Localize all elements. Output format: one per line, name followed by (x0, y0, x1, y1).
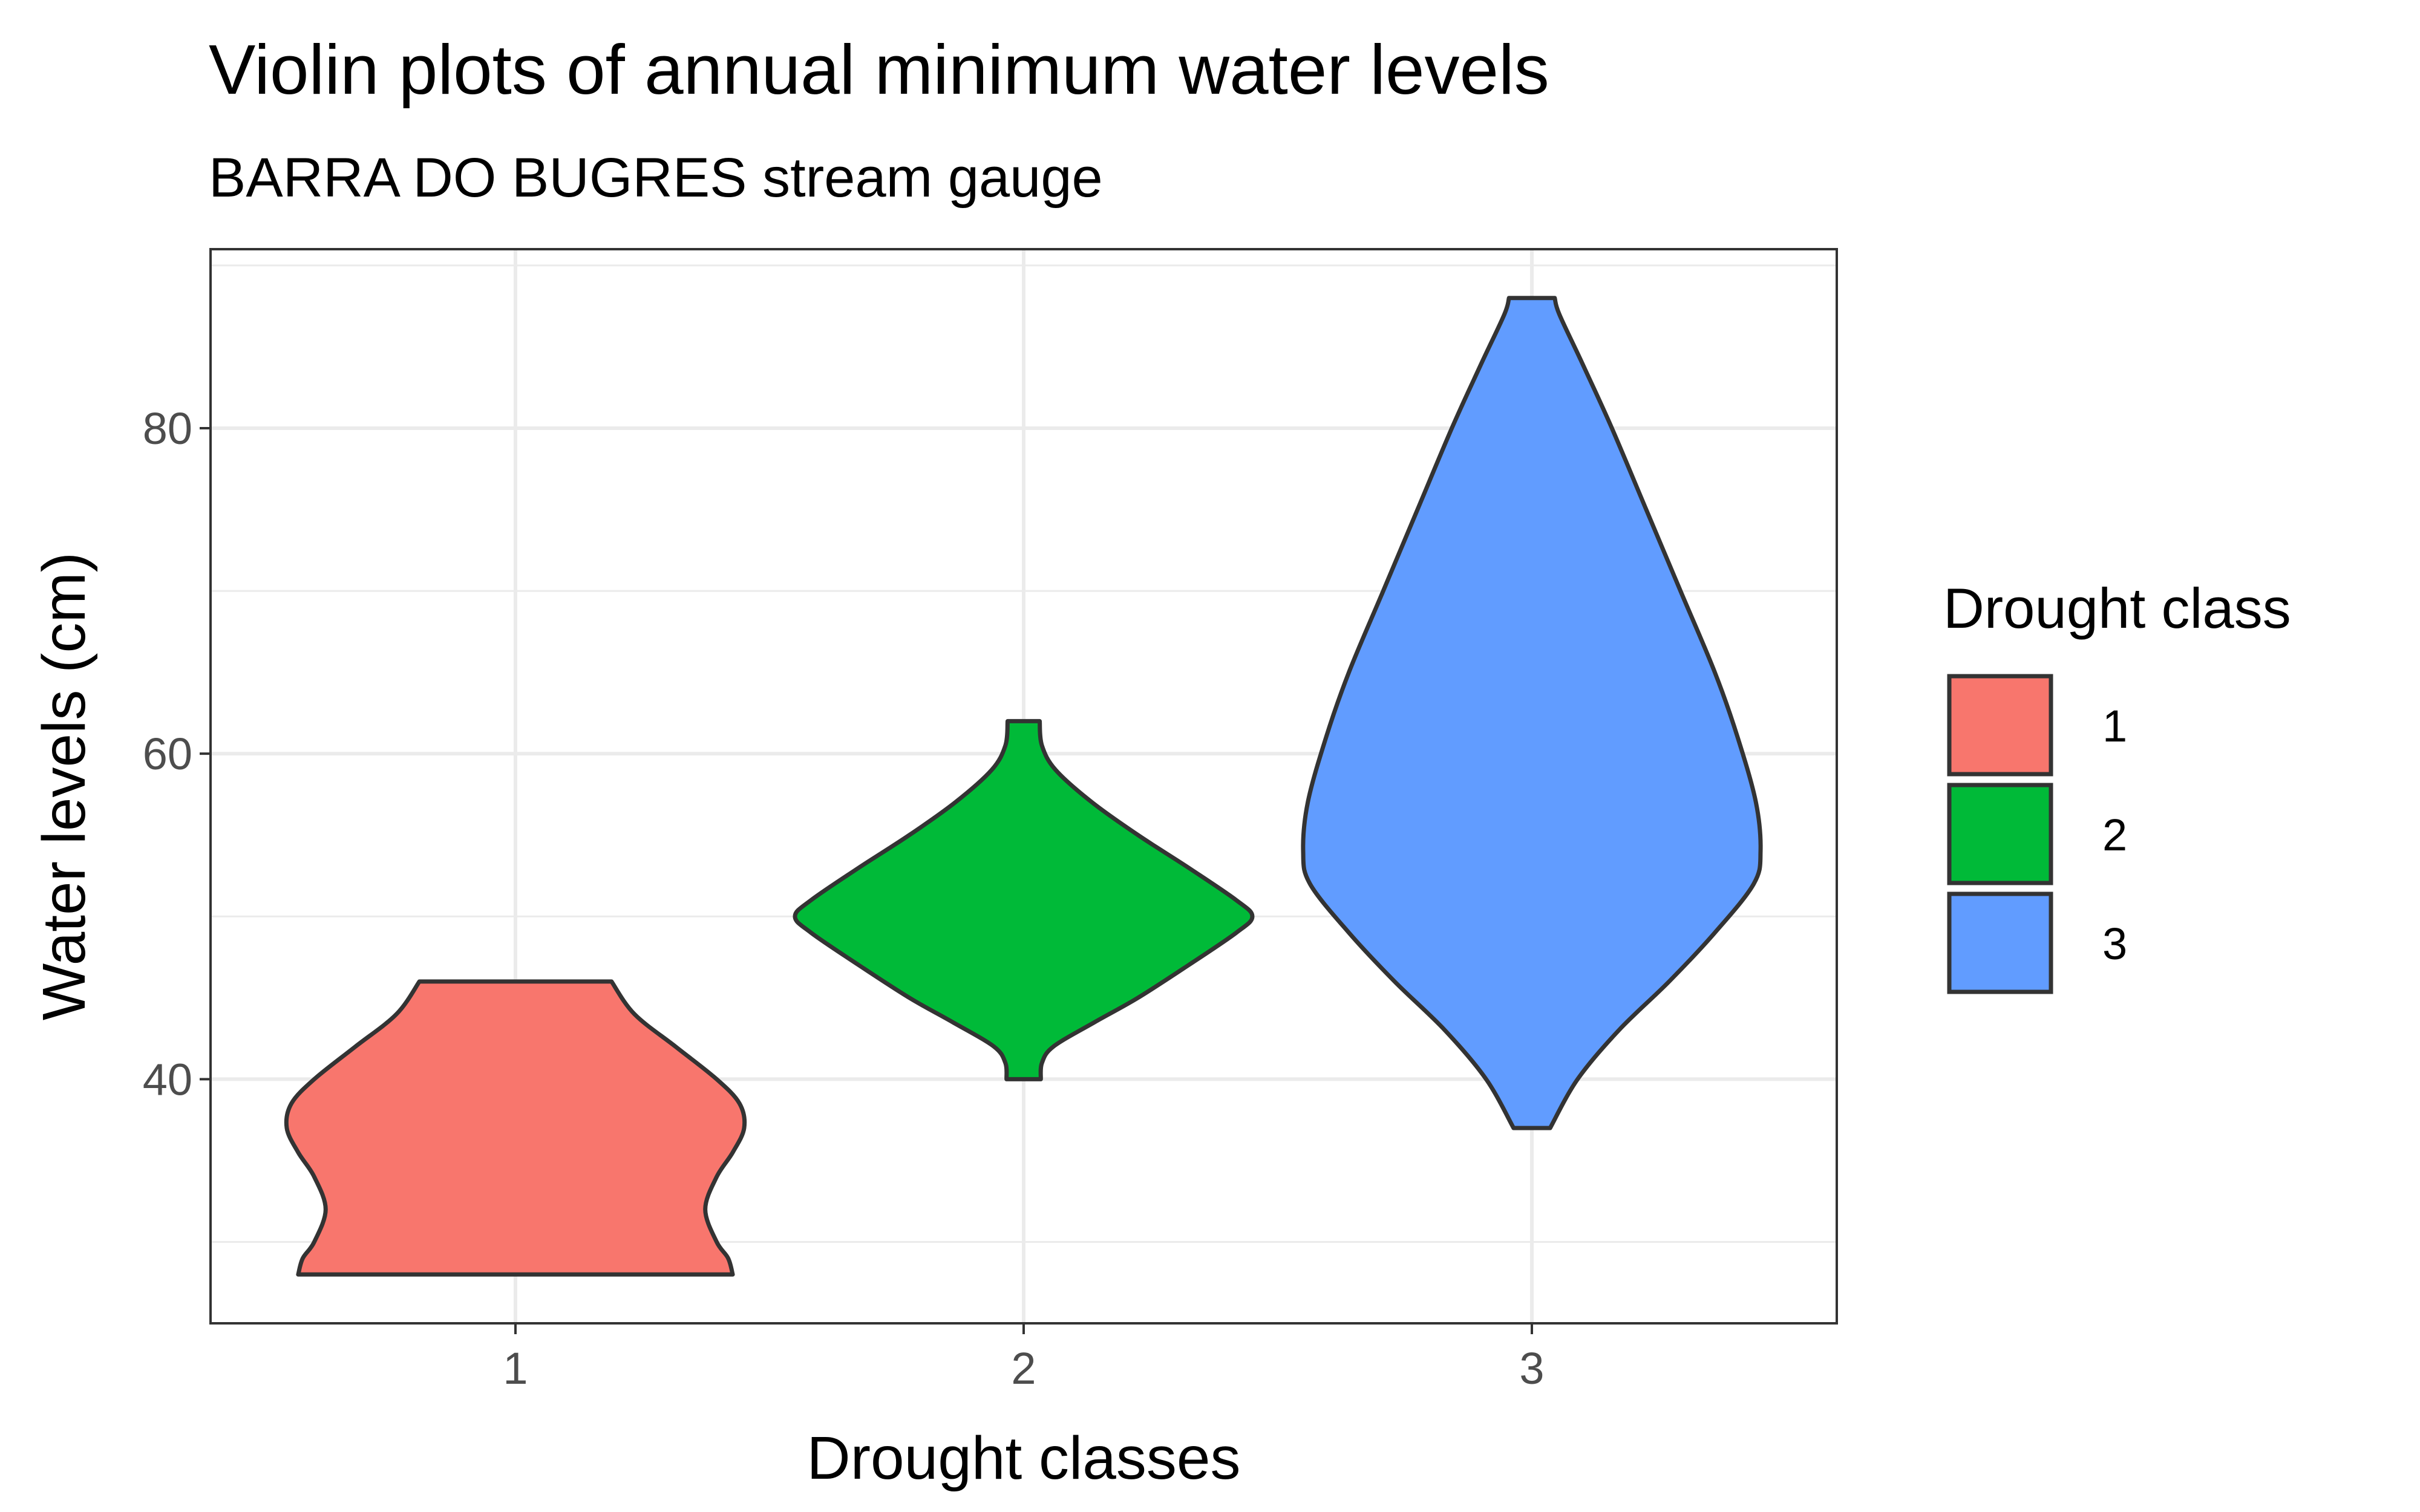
legend-title: Drought class (1943, 576, 2291, 640)
violin-class-3 (1301, 296, 1763, 1130)
y-tick-label: 80 (143, 403, 192, 454)
legend-label-3: 3 (2102, 919, 2127, 969)
x-tick-label: 1 (503, 1343, 528, 1393)
y-tick-label: 40 (143, 1054, 192, 1104)
violin-class-1 (284, 979, 747, 1277)
chart-title: Violin plots of annual minimum water lev… (209, 30, 1549, 109)
legend-key-1 (1947, 674, 2053, 777)
legend: Drought class 1 2 3 (1943, 576, 2291, 994)
legend-key-3 (1947, 891, 2053, 994)
y-axis: 40 60 80 (143, 403, 211, 1104)
legend-key-2 (1947, 783, 2053, 885)
legend-label-1: 1 (2102, 701, 2127, 751)
x-tick-label: 2 (1011, 1343, 1036, 1393)
y-axis-title: Water levels (cm) (30, 552, 98, 1020)
plot-panel (209, 248, 1838, 1325)
violins (284, 296, 1763, 1277)
x-axis-title: Drought classes (807, 1424, 1241, 1492)
chart-subtitle: BARRA DO BUGRES stream gauge (209, 147, 1103, 209)
x-tick-label: 3 (1519, 1343, 1544, 1393)
y-tick-label: 60 (143, 729, 192, 779)
legend-label-2: 2 (2102, 810, 2127, 860)
x-axis: 1 2 3 (503, 1323, 1545, 1393)
violin-class-2 (793, 719, 1255, 1081)
